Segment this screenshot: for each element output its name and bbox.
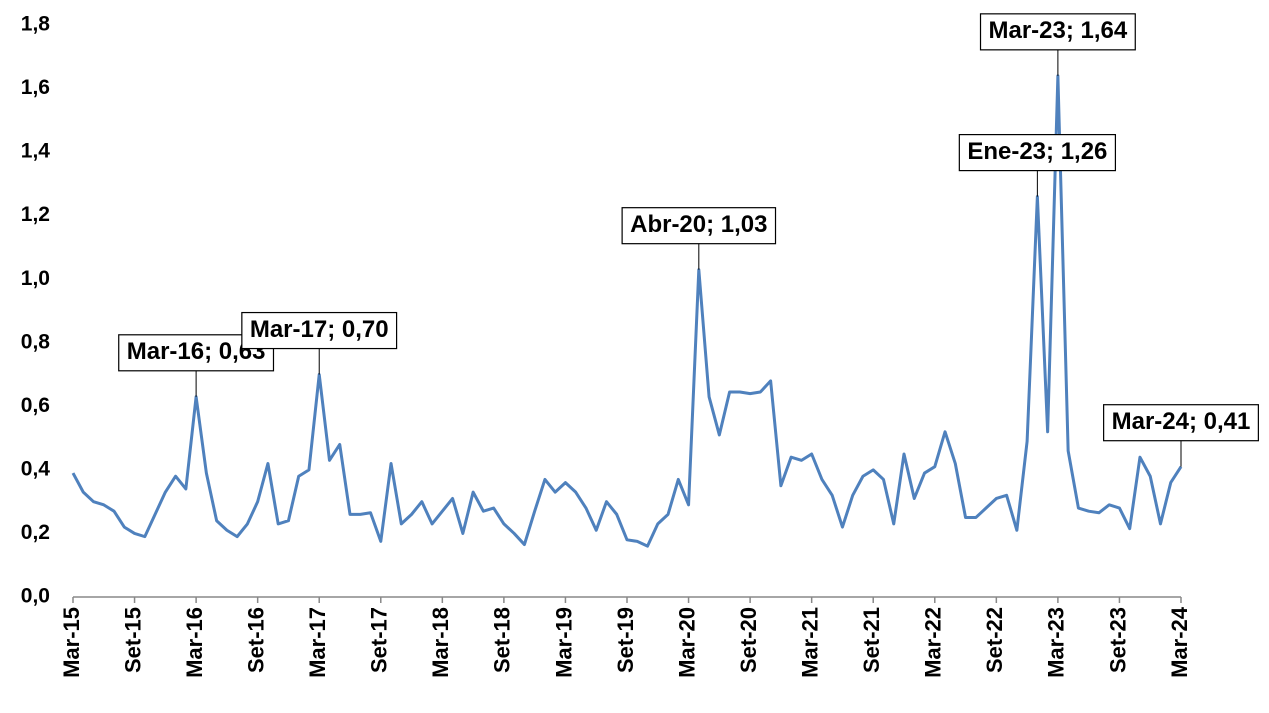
y-tick-label: 0,6: [21, 394, 50, 417]
annotation-box: [979, 13, 1136, 51]
y-tick-label: 1,0: [21, 267, 50, 290]
x-tick-label: Mar-21: [797, 607, 822, 678]
annotation: Mar-23; 1,64: [989, 17, 1128, 44]
x-tick-label: Mar-18: [428, 607, 453, 678]
y-tick-label: 0,8: [21, 330, 51, 353]
annotation-box: [1103, 404, 1259, 442]
x-tick-label: Set-22: [982, 607, 1007, 673]
x-tick-label: Set-18: [490, 607, 515, 673]
x-tick-label: Set-20: [736, 607, 761, 673]
x-tick-label: Set-19: [613, 607, 638, 673]
y-tick-label: 1,6: [21, 76, 50, 99]
y-tick-label: 0,2: [21, 521, 50, 544]
x-tick-label: Mar-15: [59, 607, 84, 678]
annotation-box: [958, 134, 1117, 172]
annotation: Ene-23; 1,26: [967, 138, 1107, 165]
y-tick-label: 0,0: [21, 585, 50, 608]
y-tick-label: 1,2: [21, 203, 50, 226]
annotation: Mar-17; 0,70: [250, 316, 389, 343]
x-tick-label: Set-21: [859, 607, 884, 673]
annotation-box: [621, 207, 777, 245]
x-tick-label: Mar-19: [551, 607, 576, 678]
x-tick-label: Mar-17: [305, 607, 330, 678]
x-tick-label: Mar-22: [921, 607, 946, 678]
x-tick-label: Mar-24: [1167, 606, 1192, 678]
annotation: Mar-24; 0,41: [1112, 408, 1251, 435]
x-tick-label: Mar-16: [182, 607, 207, 678]
x-tick-label: Set-17: [367, 607, 392, 673]
line: [71, 74, 1183, 548]
annotation-box: [241, 311, 398, 350]
y-tick-label: 1,8: [21, 13, 51, 36]
x-tick-label: Set-16: [243, 607, 268, 673]
x-tick-label: Set-15: [120, 607, 145, 673]
y-tick-label: 0,4: [21, 457, 51, 480]
y-tick-label: 1,4: [21, 140, 51, 163]
x-tick-label: Mar-23: [1044, 607, 1069, 678]
annotation: Abr-20; 1,03: [630, 211, 767, 238]
x-tick-label: Set-23: [1105, 607, 1130, 673]
x-tick-label: Mar-20: [674, 607, 699, 678]
